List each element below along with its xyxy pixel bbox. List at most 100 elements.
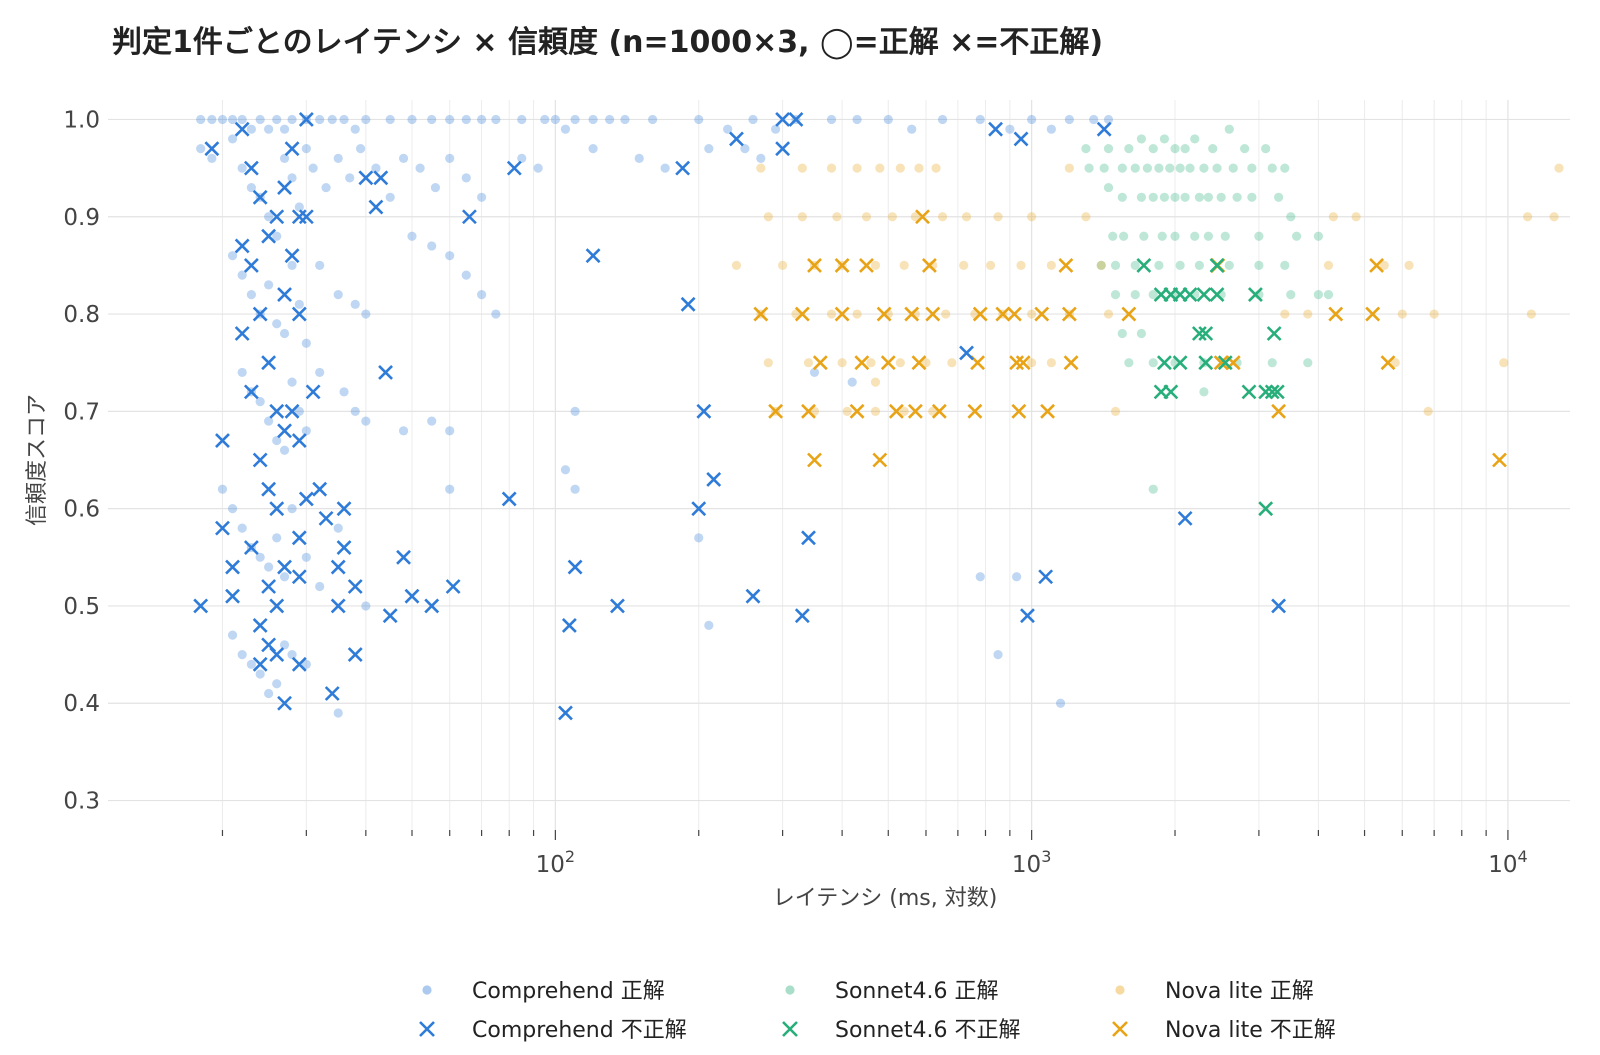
- data-point: [1323, 289, 1334, 300]
- data-point: [301, 338, 311, 348]
- data-point: [1130, 289, 1140, 300]
- data-point: [227, 251, 238, 261]
- data-point: [445, 426, 455, 436]
- data-point: [237, 114, 247, 125]
- data-point: [1015, 355, 1031, 371]
- data-point: [768, 403, 784, 419]
- data-point: [959, 345, 974, 361]
- data-point: [634, 153, 644, 163]
- data-point: [1224, 124, 1234, 134]
- legend-label: Comprehend 正解: [472, 979, 665, 1004]
- data-point: [570, 114, 580, 125]
- data-point: [1124, 144, 1134, 154]
- data-point: [269, 598, 285, 614]
- data-point: [445, 251, 455, 261]
- data-point: [675, 160, 691, 176]
- data-point: [975, 572, 985, 582]
- data-point: [895, 358, 905, 368]
- data-point: [1110, 260, 1121, 271]
- data-point: [1313, 231, 1323, 241]
- data-point: [279, 640, 290, 650]
- data-point: [756, 153, 766, 163]
- data-point: [252, 189, 268, 205]
- data-point: [1254, 231, 1264, 241]
- data-point: [277, 423, 292, 439]
- data-point: [333, 708, 343, 718]
- data-point: [1058, 257, 1074, 273]
- data-point: [246, 289, 256, 300]
- data-point: [1247, 163, 1257, 173]
- data-point: [1267, 358, 1277, 368]
- data-point: [315, 260, 325, 271]
- data-point: [407, 231, 417, 241]
- data-point: [234, 121, 250, 137]
- data-point: [261, 228, 277, 244]
- data-point: [801, 403, 816, 419]
- data-point: [812, 355, 828, 371]
- data-point: [305, 384, 321, 400]
- data-point: [404, 588, 420, 604]
- data-point: [291, 530, 307, 546]
- data-point: [361, 601, 371, 611]
- data-point: [1213, 355, 1229, 371]
- data-point: [243, 540, 259, 555]
- legend-marker: [1115, 985, 1125, 995]
- data-point: [895, 163, 905, 173]
- data-point: [1046, 260, 1056, 271]
- x-tick-exponent: 2: [565, 847, 575, 866]
- data-point: [826, 309, 837, 319]
- legend-marker: [419, 1021, 435, 1037]
- data-point: [1303, 309, 1313, 319]
- data-point: [809, 367, 820, 378]
- data-point: [1027, 212, 1037, 222]
- data-point: [1526, 309, 1536, 319]
- data-point: [255, 552, 265, 562]
- data-point: [1064, 163, 1074, 173]
- data-point: [291, 433, 307, 448]
- data-point: [1117, 163, 1127, 173]
- data-point: [947, 358, 957, 368]
- data-point: [1261, 144, 1271, 154]
- y-tick-label: 0.3: [63, 789, 100, 815]
- data-point: [237, 649, 247, 660]
- data-point: [875, 163, 885, 173]
- legend-label: Comprehend 不正解: [472, 1018, 687, 1043]
- data-point: [775, 141, 791, 157]
- data-point: [1190, 134, 1200, 144]
- data-point: [1274, 192, 1284, 202]
- data-point: [852, 114, 862, 125]
- data-point: [272, 435, 282, 446]
- data-point: [1220, 231, 1230, 241]
- data-point: [849, 403, 865, 419]
- data-point: [745, 588, 761, 604]
- data-point: [427, 416, 437, 426]
- data-point: [1203, 231, 1213, 241]
- data-point: [415, 163, 425, 173]
- data-point: [287, 114, 297, 125]
- data-point: [1254, 260, 1264, 271]
- data-point: [252, 617, 268, 633]
- data-point: [1005, 124, 1015, 134]
- data-point: [1157, 231, 1167, 241]
- data-point: [807, 257, 822, 273]
- data-point: [914, 163, 924, 173]
- data-point: [277, 287, 292, 303]
- data-point: [937, 212, 948, 222]
- data-point: [193, 598, 209, 614]
- data-point: [1185, 163, 1195, 173]
- data-point: [277, 180, 292, 195]
- data-point: [1198, 355, 1214, 371]
- data-point: [227, 630, 238, 640]
- data-point: [1055, 698, 1066, 708]
- data-point: [1012, 572, 1022, 582]
- data-point: [279, 124, 290, 134]
- data-point: [1280, 309, 1290, 319]
- data-point: [740, 144, 750, 154]
- x-tick-exponent: 3: [1041, 847, 1051, 866]
- data-point: [540, 114, 550, 125]
- data-point: [1006, 306, 1022, 322]
- data-point: [207, 153, 217, 163]
- data-point: [371, 163, 381, 173]
- data-point: [887, 212, 897, 222]
- data-point: [1142, 163, 1153, 173]
